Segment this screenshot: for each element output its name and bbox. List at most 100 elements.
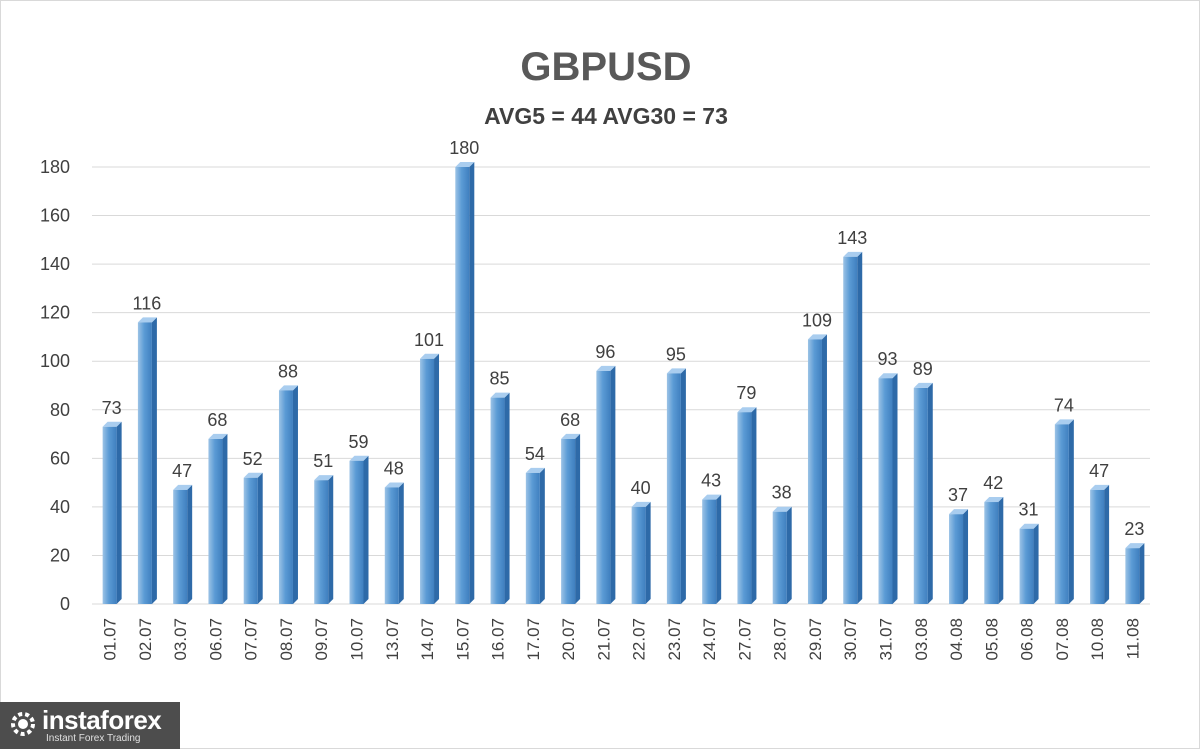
- x-tick-label: 16.07: [489, 618, 508, 661]
- data-label: 23: [1124, 519, 1144, 539]
- data-label: 40: [631, 478, 651, 498]
- y-tick-label: 160: [40, 206, 70, 226]
- bar-28.07: [772, 506, 792, 604]
- bar-01.07: [102, 421, 122, 604]
- x-tick-label: 28.07: [771, 618, 790, 661]
- y-tick-label: 140: [40, 254, 70, 274]
- bar-10.07: [349, 455, 369, 604]
- data-label: 73: [102, 398, 122, 418]
- data-label: 101: [414, 330, 444, 350]
- x-tick-label: 27.07: [735, 618, 754, 661]
- data-label: 116: [133, 293, 162, 313]
- data-label: 68: [207, 410, 227, 430]
- bar-08.07: [278, 385, 298, 604]
- bar-10.08: [1090, 484, 1110, 604]
- x-tick-label: 29.07: [806, 618, 825, 661]
- data-label: 54: [525, 444, 545, 464]
- y-tick-label: 120: [40, 303, 70, 323]
- x-tick-label: 11.08: [1123, 618, 1142, 659]
- x-tick-label: 20.07: [559, 618, 578, 661]
- data-label: 31: [1019, 500, 1039, 520]
- bar-02.07: [137, 317, 157, 604]
- x-tick-label: 30.07: [841, 618, 860, 661]
- gridlines: [92, 166, 1150, 605]
- bar-30.07: [843, 251, 863, 605]
- x-tick-label: 03.08: [912, 618, 931, 661]
- x-tick-label: 09.07: [312, 618, 331, 661]
- y-tick-label: 40: [50, 497, 70, 517]
- bar-07.07: [243, 472, 263, 604]
- x-tick-label: 06.08: [1018, 618, 1037, 661]
- data-label: 48: [384, 458, 404, 478]
- x-tick-label: 14.07: [418, 618, 437, 661]
- bar-31.07: [878, 373, 898, 604]
- bar-16.07: [490, 392, 510, 604]
- bar-09.07: [314, 475, 334, 604]
- x-tick-label: 10.07: [348, 618, 367, 661]
- x-tick-label: 05.08: [982, 618, 1001, 661]
- bar-23.07: [666, 368, 686, 604]
- data-label: 43: [701, 471, 721, 491]
- chart-subtitle: AVG5 = 44 AVG30 = 73: [484, 103, 728, 129]
- bar-13.07: [384, 482, 404, 604]
- bars: [102, 162, 1145, 605]
- data-label: 180: [449, 138, 479, 158]
- bar-03.08: [913, 382, 933, 604]
- chart-title: GBPUSD: [520, 45, 691, 89]
- x-tick-label: 31.07: [877, 618, 896, 661]
- bar-17.07: [525, 467, 545, 604]
- y-axis-ticks: 0 20 40 60 80 100 120 140 160 180: [40, 157, 70, 614]
- instaforex-logo: instaforex Instant Forex Trading: [0, 702, 180, 749]
- x-tick-label: 08.07: [277, 618, 296, 661]
- data-label: 89: [913, 359, 933, 379]
- y-tick-label: 180: [40, 157, 70, 177]
- data-label: 85: [490, 369, 510, 389]
- data-label: 52: [243, 449, 263, 469]
- x-tick-label: 06.07: [206, 618, 225, 661]
- data-label: 59: [348, 432, 368, 452]
- data-label: 79: [736, 383, 756, 403]
- x-tick-label: 04.08: [947, 618, 966, 661]
- bar-03.07: [173, 484, 193, 604]
- bar-22.07: [631, 501, 651, 604]
- data-labels: 73 116 47 68 52 88 51 59 48 101 180 85 54 68 96 40 95 43 7…: [102, 138, 1145, 539]
- data-label: 74: [1054, 395, 1074, 415]
- data-label: 109: [802, 310, 832, 330]
- bar-06.08: [1019, 523, 1039, 604]
- y-tick-label: 60: [50, 448, 70, 468]
- bar-15.07: [455, 162, 475, 604]
- y-tick-label: 20: [50, 545, 70, 565]
- bar-05.08: [984, 497, 1004, 604]
- bar-24.07: [702, 494, 722, 604]
- data-label: 37: [948, 485, 968, 505]
- x-tick-label: 13.07: [383, 618, 402, 661]
- bar-14.07: [420, 353, 440, 604]
- x-tick-label: 23.07: [665, 618, 684, 661]
- data-label: 143: [837, 228, 867, 248]
- x-tick-label: 02.07: [136, 618, 155, 661]
- x-tick-label: 01.07: [101, 618, 120, 661]
- x-tick-label: 24.07: [700, 618, 719, 661]
- x-tick-label: 21.07: [594, 618, 613, 661]
- bar-27.07: [737, 407, 757, 604]
- logo-name: instaforex: [42, 705, 162, 735]
- x-tick-label: 10.08: [1088, 618, 1107, 661]
- x-axis-ticks: 01.07 02.07 03.07 06.07 07.07 08.07 09.07 10.07…: [101, 618, 1143, 661]
- data-label: 47: [172, 461, 192, 481]
- y-tick-label: 100: [40, 351, 70, 371]
- data-label: 42: [983, 473, 1003, 493]
- logo-tagline: Instant Forex Trading: [46, 733, 141, 744]
- x-tick-label: 07.08: [1053, 618, 1072, 661]
- y-tick-label: 0: [60, 594, 70, 614]
- data-label: 38: [772, 483, 792, 503]
- data-label: 88: [278, 361, 298, 381]
- data-label: 93: [877, 349, 897, 369]
- data-label: 95: [666, 344, 686, 364]
- x-tick-label: 03.07: [171, 618, 190, 661]
- x-tick-label: 22.07: [630, 618, 649, 661]
- bar-29.07: [807, 334, 827, 604]
- bar-04.08: [949, 509, 969, 604]
- bar-06.07: [208, 433, 228, 604]
- data-label: 51: [313, 451, 333, 471]
